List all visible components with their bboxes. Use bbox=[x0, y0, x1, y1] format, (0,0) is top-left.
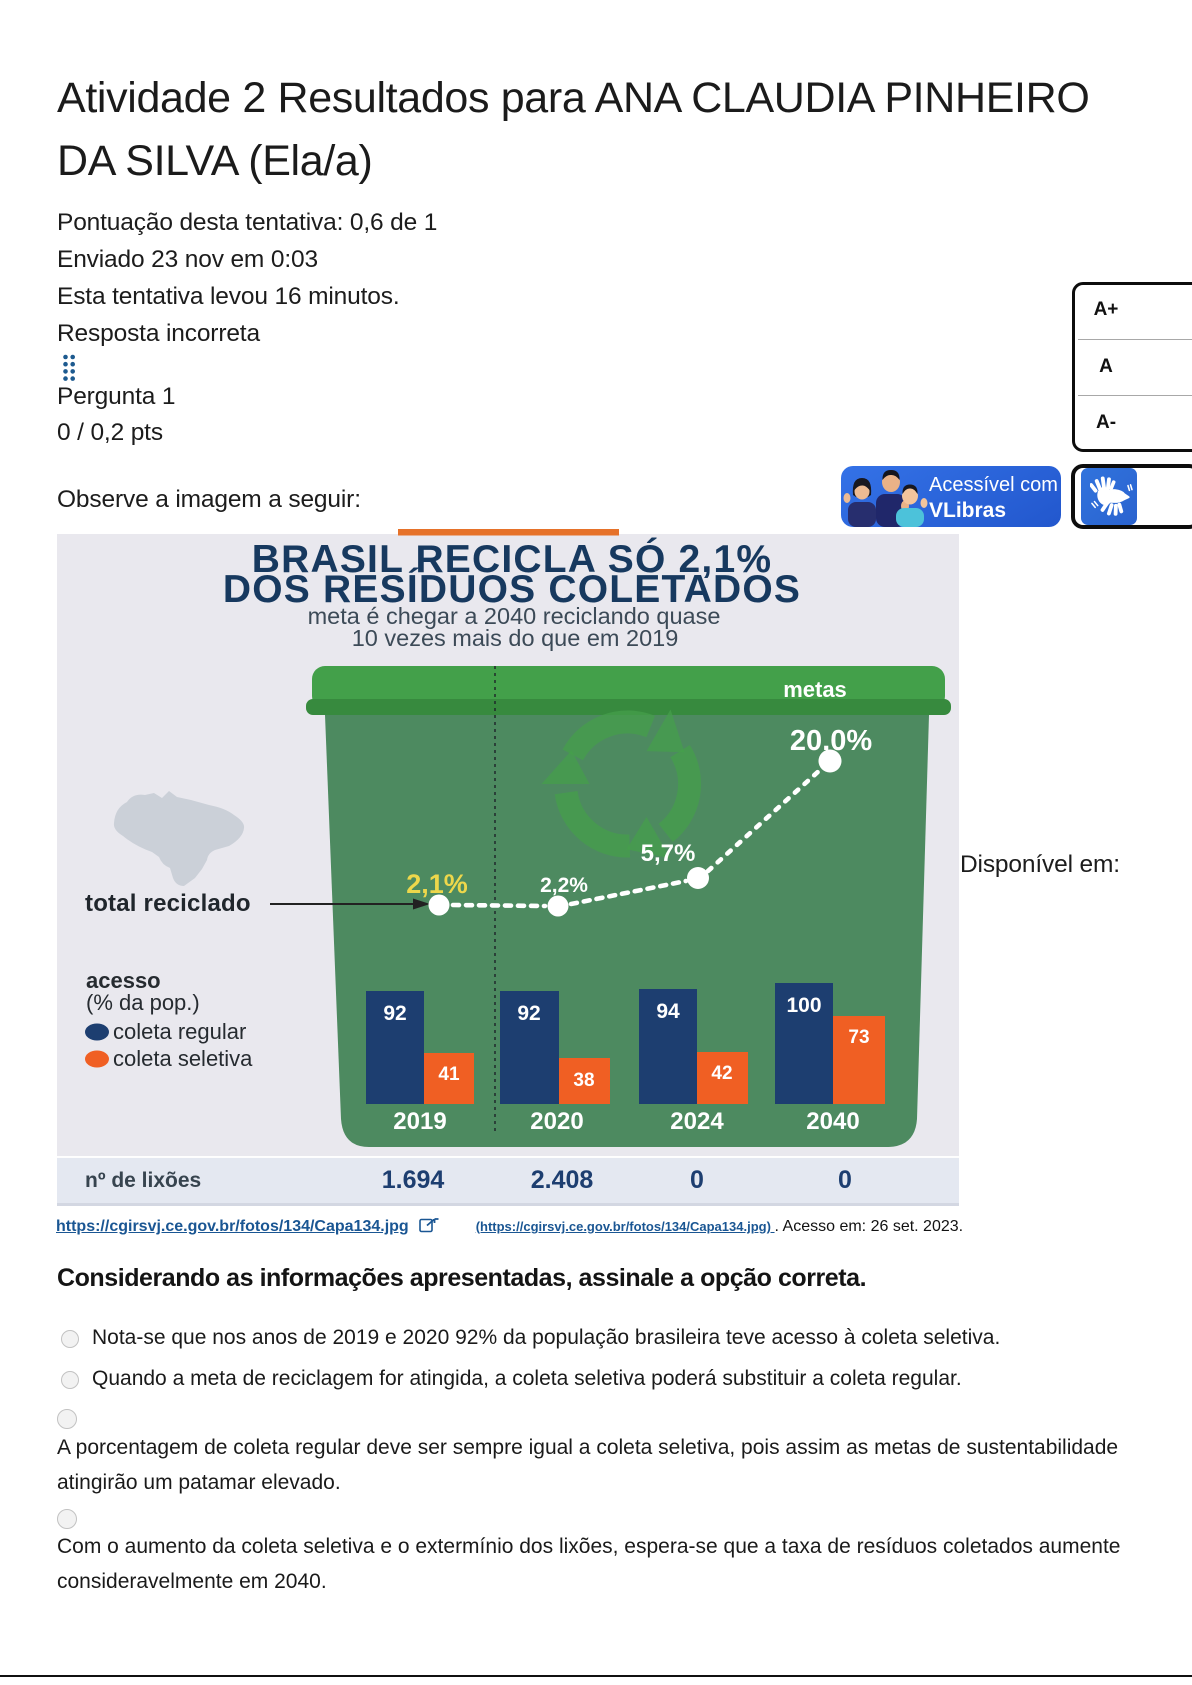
svg-text:100: 100 bbox=[786, 994, 821, 1017]
svg-text:92: 92 bbox=[517, 1002, 540, 1025]
svg-text:coleta seletiva: coleta seletiva bbox=[113, 1046, 253, 1071]
svg-text:92: 92 bbox=[383, 1002, 406, 1025]
svg-text:meta é chegar a 2040 recicland: meta é chegar a 2040 reciclando quase bbox=[308, 603, 721, 629]
svg-text:2,1%: 2,1% bbox=[406, 869, 468, 899]
svg-text:2040: 2040 bbox=[806, 1108, 859, 1135]
svg-text:10 vezes mais do que em 2019: 10 vezes mais do que em 2019 bbox=[352, 625, 679, 651]
svg-text:coleta regular: coleta regular bbox=[113, 1019, 246, 1044]
svg-text:2,2%: 2,2% bbox=[540, 874, 588, 897]
svg-text:2019: 2019 bbox=[393, 1108, 446, 1135]
svg-text:acesso: acesso bbox=[86, 968, 161, 993]
svg-text:73: 73 bbox=[848, 1027, 869, 1048]
svg-text:total reciclado: total reciclado bbox=[85, 890, 251, 917]
svg-text:0: 0 bbox=[838, 1166, 852, 1194]
svg-text:0: 0 bbox=[690, 1166, 704, 1194]
svg-text:5,7%: 5,7% bbox=[641, 840, 696, 867]
svg-text:20,0%: 20,0% bbox=[790, 725, 872, 757]
svg-text:2024: 2024 bbox=[670, 1108, 724, 1135]
svg-text:41: 41 bbox=[438, 1064, 460, 1085]
svg-text:1.694: 1.694 bbox=[382, 1166, 445, 1194]
svg-text:nº de lixões: nº de lixões bbox=[85, 1169, 201, 1192]
svg-text:metas: metas bbox=[783, 677, 847, 702]
svg-text:42: 42 bbox=[711, 1063, 732, 1084]
svg-text:38: 38 bbox=[573, 1070, 594, 1091]
svg-text:BRASIL RECICLA SÓ 2,1%: BRASIL RECICLA SÓ 2,1% bbox=[252, 537, 773, 581]
svg-text:2020: 2020 bbox=[530, 1108, 583, 1135]
svg-text:2.408: 2.408 bbox=[531, 1166, 594, 1194]
svg-text:DOS RESÍDUOS COLETADOS: DOS RESÍDUOS COLETADOS bbox=[223, 567, 801, 611]
svg-text:(% da pop.): (% da pop.) bbox=[86, 990, 200, 1015]
svg-text:94: 94 bbox=[656, 1000, 680, 1023]
